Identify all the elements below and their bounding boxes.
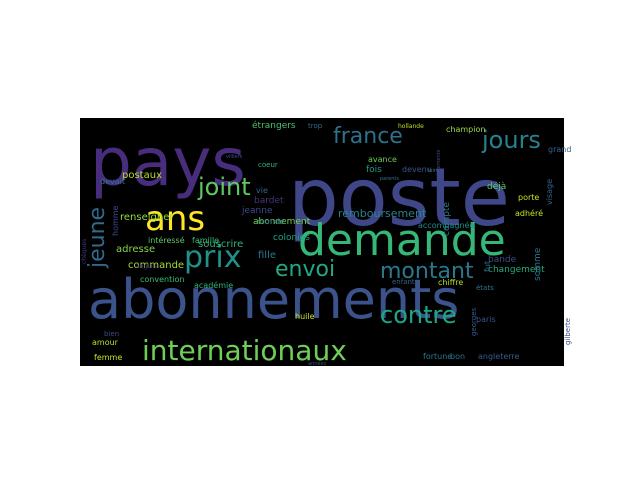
word-cloud-word: france <box>333 124 403 149</box>
word-cloud-word: paris <box>476 315 496 324</box>
word-cloud-word: grand <box>548 145 571 154</box>
word-cloud-word: convention <box>140 275 184 284</box>
word-cloud-word: villiers <box>226 154 243 160</box>
word-cloud-word: champion <box>446 125 485 134</box>
word-cloud-word: souscrire <box>198 239 243 250</box>
word-cloud-words: poste abonnements pays demande ans internatio… <box>81 120 572 367</box>
word-cloud-word: renseigner <box>120 212 174 223</box>
word-cloud-word: abonnement <box>253 217 311 227</box>
word-cloud-word: jeanne <box>241 206 273 216</box>
word-cloud-word: bien <box>104 330 119 338</box>
word-cloud-word: états <box>476 284 494 292</box>
word-cloud-word: joint <box>197 173 251 201</box>
word-cloud-background <box>80 118 564 366</box>
word-cloud-word: intéressé <box>148 235 185 245</box>
word-cloud-word: abonnements <box>88 268 459 331</box>
word-cloud-word: pays <box>90 124 246 201</box>
word-cloud-word: femme <box>94 353 122 362</box>
word-cloud-word: règlements <box>435 149 442 178</box>
word-cloud-word: avance <box>368 155 397 164</box>
word-cloud-word: porte <box>518 193 539 202</box>
word-cloud-word: compte <box>442 202 452 236</box>
word-cloud-word: anglais <box>136 263 157 270</box>
word-cloud-word: envoi <box>275 257 335 282</box>
word-cloud-word: fille <box>258 250 276 261</box>
word-cloud-word: famille <box>192 236 219 245</box>
word-cloud-word: gilberte <box>564 318 572 345</box>
word-cloud-word: changement <box>488 265 545 275</box>
word-cloud-word: trop <box>308 122 323 130</box>
word-cloud-word: huile <box>295 312 315 321</box>
word-cloud-word: devenu <box>402 165 432 174</box>
word-cloud-word: georges <box>470 307 478 336</box>
word-cloud-word: fois <box>366 165 382 175</box>
word-cloud-word: commande <box>128 260 184 271</box>
word-cloud-word: vie <box>256 186 268 195</box>
word-cloud-word: fortune <box>423 352 452 361</box>
word-cloud-word: colonies <box>273 233 310 243</box>
word-cloud-word: somme <box>533 247 543 281</box>
word-cloud-word: demande <box>298 215 506 266</box>
word-cloud-word: jours <box>481 126 541 154</box>
word-cloud-word: coeur <box>258 161 278 169</box>
word-cloud-word: adresse <box>116 244 155 255</box>
word-cloud-word: montant <box>380 259 474 284</box>
word-cloud-word: internationaux <box>142 334 347 367</box>
word-cloud-word: enfants <box>392 278 419 286</box>
word-cloud-word: hollande <box>398 123 424 130</box>
word-cloud-word: poste <box>288 151 510 244</box>
word-cloud-word: bardet <box>254 196 284 206</box>
word-cloud-word: prix <box>184 240 241 275</box>
word-cloud-word: académie <box>194 280 233 290</box>
word-cloud-word: ans <box>145 199 205 239</box>
word-cloud-word: visage <box>545 179 554 205</box>
word-cloud-word: déjà <box>487 181 506 192</box>
word-cloud-word: postaux <box>122 170 162 181</box>
word-cloud-word: devait <box>100 177 125 186</box>
word-cloud-word: bande <box>488 255 517 265</box>
word-cloud-word: chèques <box>81 239 88 264</box>
word-cloud-word: accompagnée <box>418 220 474 230</box>
word-cloud-word: bon <box>450 352 465 361</box>
word-cloud-word: étrangers <box>252 120 296 131</box>
word-cloud-word: parents <box>380 176 399 182</box>
word-cloud-word: fut <box>483 261 492 272</box>
word-cloud-word: adhéré <box>515 208 543 218</box>
word-cloud-word: homme <box>111 205 120 236</box>
word-cloud-word: jeune <box>85 207 110 269</box>
word-cloud-word: années <box>308 360 327 367</box>
word-cloud-word: monde <box>257 217 285 226</box>
word-cloud-word: remboursement <box>338 207 427 220</box>
word-cloud-word: amour <box>92 338 119 347</box>
word-cloud-word: loin <box>428 168 437 174</box>
word-cloud-word: contre <box>380 301 457 329</box>
word-cloud-word: angleterre <box>478 352 520 361</box>
word-cloud-word: chiffre <box>438 278 463 287</box>
